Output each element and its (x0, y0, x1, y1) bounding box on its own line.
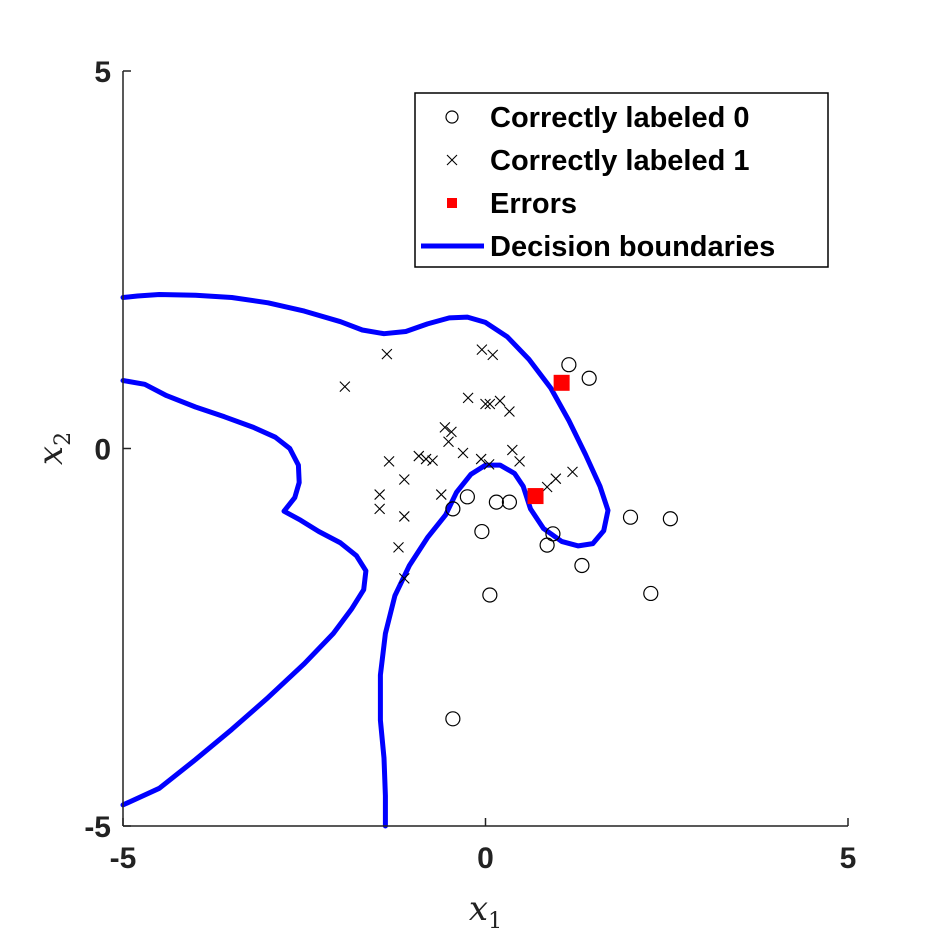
class0-point (574, 557, 590, 574)
class1-point (398, 572, 410, 584)
class1-point (483, 458, 495, 470)
y-tick-label: 0 (94, 434, 111, 467)
x-axis-label-subscript: 1 (488, 909, 502, 934)
class0-point (459, 489, 475, 505)
legend-label: Errors (490, 188, 577, 220)
error-point (553, 374, 570, 391)
legend-circle-marker (445, 110, 459, 124)
class1-point (446, 426, 457, 438)
class1-point (506, 444, 518, 456)
class0-point (445, 711, 461, 727)
legend: Correctly labeled 0 Correctly labeled 1 Er… (414, 92, 829, 268)
class1-point (383, 455, 395, 467)
decision-boundary-outer (120, 292, 611, 829)
class0-point (662, 511, 678, 527)
class1-point (374, 489, 386, 500)
class1-point (541, 481, 553, 493)
class0-point (445, 501, 461, 517)
class0-point (581, 370, 597, 386)
class0-point (501, 494, 518, 510)
class1-point (550, 473, 562, 485)
class0-point (622, 509, 639, 525)
y-axis-label: x2 (31, 432, 76, 465)
class1-point (476, 344, 488, 355)
class1-point (514, 455, 525, 467)
y-tick-label: -5 (84, 811, 111, 844)
x-axis-label: x1 (469, 889, 502, 934)
axis-ticks: -5 0 5 -5 0 5 (84, 56, 856, 875)
class1-point (462, 392, 474, 404)
legend-item: Correctly labeled 0 (445, 102, 750, 134)
class0-point (643, 585, 659, 602)
legend-label: Correctly labeled 0 (490, 102, 750, 134)
class1-point (484, 398, 496, 410)
class1-point (567, 466, 578, 478)
y-tick-label: 5 (94, 56, 111, 89)
class1-point (398, 474, 410, 485)
y-axis-label-subscript: 2 (51, 432, 76, 446)
class1-point (439, 421, 451, 433)
class1-point (420, 453, 432, 465)
class0-point (474, 523, 490, 540)
class1-point (435, 489, 447, 500)
class1-point (504, 406, 515, 417)
x-axis-label-base: x (469, 889, 488, 929)
legend-item: Correctly labeled 1 (446, 145, 750, 177)
error-point (527, 488, 544, 505)
legend-item: Errors (447, 188, 577, 220)
legend-label: Decision boundaries (490, 231, 775, 263)
class1-point (381, 348, 393, 360)
class0-point (488, 494, 504, 510)
class1-point (339, 381, 351, 392)
legend-box (414, 92, 829, 268)
class1-point (398, 511, 410, 522)
class0-point (561, 357, 577, 373)
legend-label: Correctly labeled 1 (490, 145, 750, 177)
x-tick-label: 0 (477, 842, 494, 875)
decision-boundary-layer (120, 292, 611, 829)
legend-items: Correctly labeled 0 Correctly labeled 1 Er… (421, 102, 775, 263)
legend-item: Decision boundaries (421, 231, 775, 263)
class1-point (475, 453, 487, 465)
decision-boundary-inner (120, 378, 369, 808)
x-tick-label: -5 (110, 842, 137, 875)
class0-point (545, 526, 561, 542)
legend-x-marker (446, 154, 458, 166)
x-tick-label: 5 (840, 842, 857, 875)
class1-point (427, 455, 438, 466)
class1-point (494, 395, 506, 407)
class0-point (482, 587, 498, 603)
class1-point (480, 398, 491, 410)
class1-point (393, 542, 404, 553)
legend-square-marker (447, 198, 457, 208)
class1-point (487, 349, 499, 361)
class1-point (374, 503, 386, 515)
class1-point (413, 450, 425, 462)
class1-point (443, 436, 454, 448)
class1-point (457, 447, 469, 459)
data-points-layer (339, 344, 678, 727)
y-axis-label-base: x (31, 446, 71, 465)
